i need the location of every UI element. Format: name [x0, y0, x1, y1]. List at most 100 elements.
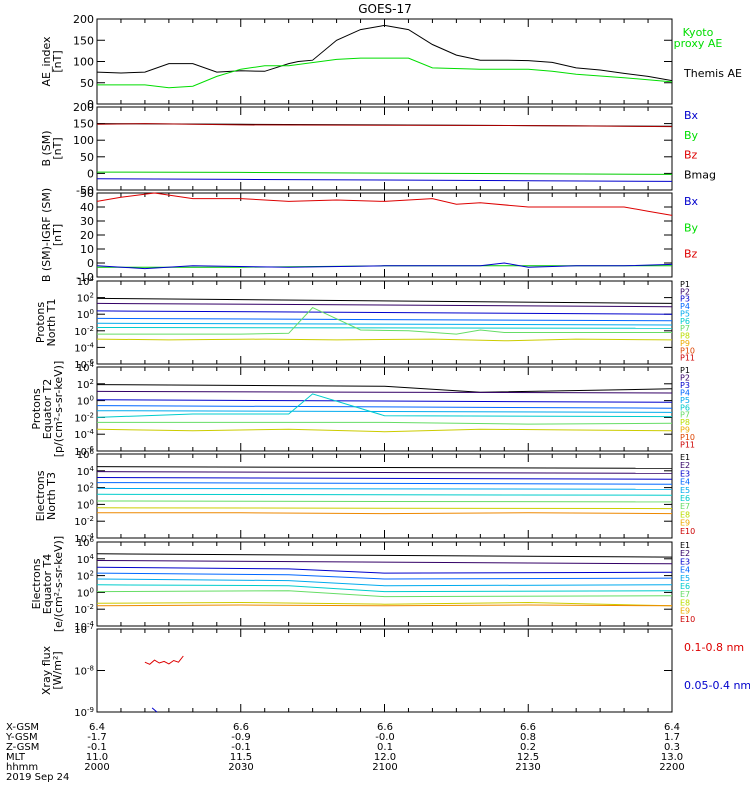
series-e6 [96, 584, 673, 593]
x-row-value: -0.9 [231, 732, 251, 743]
y-tick-label: 10-6 [74, 445, 94, 458]
series-e7 [96, 500, 673, 503]
x-row-label: hhmm [6, 762, 38, 773]
legend-by: By [684, 221, 699, 234]
channel-p3: P3 [680, 295, 690, 304]
channel-p7: P7 [680, 324, 690, 333]
y-tick-label: 102 [77, 570, 94, 583]
y-tick-label: 106 [77, 536, 95, 549]
y-tick-label: 0 [87, 98, 94, 111]
channel-p9: P9 [680, 339, 690, 348]
series-0-05-0-4-nm [151, 707, 158, 713]
channel-p2: P2 [680, 287, 690, 296]
y-tick-label: 100 [73, 134, 94, 147]
series-e8 [96, 601, 673, 607]
x-row-value: 13.0 [661, 752, 683, 763]
legend-kyoto-proxy-ae: proxy AE [674, 37, 723, 50]
channel-p1: P1 [680, 280, 690, 289]
x-row-value: 6.6 [520, 722, 536, 733]
series-e1 [96, 553, 673, 558]
y-tick-label: 100 [77, 498, 94, 511]
panel-frame [96, 366, 673, 452]
x-row-value: 2130 [515, 762, 540, 773]
y-axis-label: Xray flux[W/m²] [40, 645, 64, 695]
y-tick-label: 30 [80, 215, 94, 228]
x-row-value: 12.0 [374, 752, 396, 763]
y-tick-label: 10 [80, 243, 94, 256]
channel-e9: E9 [680, 607, 690, 616]
x-row-value: -1.7 [87, 732, 107, 743]
series-e3 [96, 477, 673, 480]
y-tick-label: 10-6 [74, 358, 94, 371]
legend-bmag: Bmag [684, 168, 716, 181]
series-e1 [96, 466, 673, 469]
x-row-value: 2200 [659, 762, 684, 773]
series-e8 [96, 507, 673, 510]
x-row-value: 6.4 [664, 722, 680, 733]
series-themis-ae [96, 24, 673, 82]
y-tick-label: 10-9 [74, 706, 94, 719]
channel-e4: E4 [680, 566, 690, 575]
series-e5 [96, 487, 673, 490]
y-axis-label-line: AE_index [40, 36, 53, 87]
x-row-value: 2100 [372, 762, 397, 773]
y-tick-label: 150 [73, 34, 94, 47]
series-e6 [96, 493, 673, 496]
x-row-value: 0.3 [664, 742, 680, 753]
y-tick-label: 50 [80, 77, 94, 90]
y-tick-label: 20 [80, 229, 94, 242]
channel-e8: E8 [680, 510, 690, 519]
series-p4 [96, 405, 673, 409]
y-axis-label: B (SM)-IGRF (SM)[nT] [40, 188, 64, 282]
panel-frame [96, 192, 673, 278]
series-e2 [96, 560, 673, 565]
x-row-value: 11.5 [230, 752, 252, 763]
channel-p11: P11 [680, 354, 695, 363]
channel-p6: P6 [680, 317, 690, 326]
x-row-value: -0.0 [375, 732, 395, 743]
channel-p7: P7 [680, 411, 690, 420]
series-e7 [96, 590, 673, 598]
y-tick-label: -10 [76, 271, 94, 284]
y-tick-label: 10-4 [74, 341, 94, 354]
series-p2 [96, 390, 673, 394]
y-tick-label: 102 [77, 292, 94, 305]
y-tick-label: 40 [80, 201, 94, 214]
channel-e2: E2 [680, 549, 690, 558]
channel-e8: E8 [680, 598, 690, 607]
series-by [96, 171, 673, 175]
x-row-value: 12.5 [517, 752, 539, 763]
y-axis-label-line: [nT] [51, 224, 64, 246]
series-p3 [96, 399, 673, 403]
series-p3 [96, 310, 673, 315]
y-tick-label: 10-2 [74, 515, 94, 528]
legend-by: By [684, 129, 699, 142]
y-axis-label-line: Equator T4 [41, 554, 54, 614]
y-tick-label: 10-2 [74, 603, 94, 616]
legend-themis-ae: Themis AE [683, 67, 742, 80]
channel-e6: E6 [680, 494, 690, 503]
series-p6 [96, 393, 673, 418]
y-tick-label: 200 [73, 101, 94, 114]
legend-bz: Bz [684, 149, 698, 162]
y-tick-label: 104 [77, 553, 95, 566]
series-p8 [96, 428, 673, 433]
y-axis-label-line: Electrons [30, 558, 43, 609]
series-e3 [96, 566, 673, 574]
channel-p11: P11 [680, 441, 695, 450]
y-tick-label: 100 [77, 395, 94, 408]
series-bx [96, 262, 673, 270]
series-bz [96, 192, 673, 216]
series-bz [96, 123, 673, 128]
channel-e3: E3 [680, 557, 690, 566]
x-row-value: 0.8 [520, 732, 536, 743]
y-tick-label: 102 [77, 378, 94, 391]
x-row-label: MLT [6, 752, 26, 763]
legend-kyoto-proxy-ae: Kyoto [683, 26, 714, 39]
series-kyoto-proxy-ae [97, 57, 673, 89]
series-e2 [96, 471, 673, 474]
channel-p5: P5 [680, 309, 690, 318]
y-tick-label: 104 [77, 465, 95, 478]
